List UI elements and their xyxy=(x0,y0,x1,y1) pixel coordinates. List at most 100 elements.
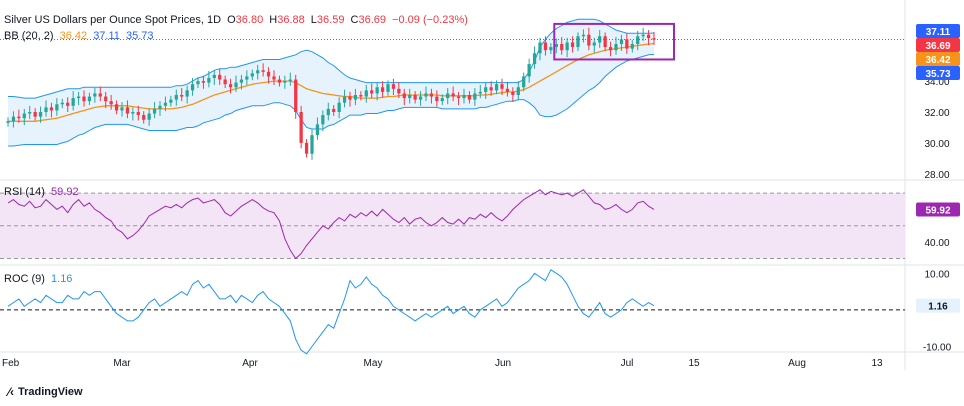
candle-body xyxy=(614,44,618,51)
candle-body xyxy=(212,74,216,78)
roc-label[interactable]: ROC (9) xyxy=(4,273,45,285)
tradingview-brand[interactable]: ⁄‹ TradingView xyxy=(8,385,83,399)
candle-body xyxy=(494,84,499,91)
bb-legend: BB (20, 2) 36.42 37.11 35.73 xyxy=(4,30,157,42)
candle-body xyxy=(125,107,130,114)
candle-body xyxy=(109,101,113,105)
time-tick-label: Aug xyxy=(788,358,806,369)
price-tick-label: 30.00 xyxy=(924,139,949,150)
candle-body xyxy=(489,87,493,91)
candle-body xyxy=(397,88,401,94)
bb-label[interactable]: BB (20, 2) xyxy=(4,30,54,42)
candle-body xyxy=(560,44,564,51)
candle-body xyxy=(190,84,195,91)
candle-body xyxy=(76,96,81,99)
candle-body xyxy=(418,96,423,100)
candle-body xyxy=(332,108,336,112)
candle-body xyxy=(538,42,542,54)
candle-body xyxy=(104,96,108,102)
candle-body xyxy=(310,135,314,154)
candle-body xyxy=(527,64,531,77)
time-tick-label: 13 xyxy=(871,358,883,369)
bb-lower-value: 35.73 xyxy=(125,30,154,42)
candle-body xyxy=(321,115,325,125)
candle-body xyxy=(484,87,488,92)
candle-body xyxy=(375,87,379,94)
price-badge-label: 35.73 xyxy=(925,69,950,80)
roc-badge xyxy=(916,298,960,313)
bb-lower-line xyxy=(8,53,655,147)
candle-body xyxy=(174,95,178,100)
candle-body xyxy=(163,102,168,106)
candle-body xyxy=(576,36,580,48)
candle-body xyxy=(158,105,162,109)
time-tick-label: Mar xyxy=(113,358,131,369)
time-tick-label: Feb xyxy=(2,358,20,369)
price-badge xyxy=(916,38,960,52)
candle-body xyxy=(337,102,341,112)
low-label: L xyxy=(310,14,317,26)
candle-body xyxy=(315,124,320,136)
candle-body xyxy=(402,93,406,99)
candle-body xyxy=(261,70,265,72)
candle-body xyxy=(180,95,184,97)
candle-body xyxy=(169,99,173,103)
bb-upper-value: 37.11 xyxy=(93,30,120,42)
candle-body xyxy=(33,112,37,117)
candle-body xyxy=(22,113,26,119)
high-label: H xyxy=(269,14,278,26)
symbol-title[interactable]: Silver US Dollars per Ounce Spot Prices,… xyxy=(4,14,222,26)
candle-body xyxy=(549,47,553,51)
candle-body xyxy=(581,34,586,37)
candle-body xyxy=(185,90,189,97)
candle-body xyxy=(201,81,206,83)
candle-body xyxy=(114,104,119,111)
candle-body xyxy=(391,84,396,89)
change-value: −0.09 (−0.23%) xyxy=(392,14,468,26)
candle-body xyxy=(71,98,75,106)
close-value: 36.69 xyxy=(358,14,386,26)
candle-body xyxy=(467,95,472,100)
candle-body xyxy=(603,36,607,48)
candle-body xyxy=(326,108,330,116)
time-tick-label: Jul xyxy=(621,358,634,369)
candle-body xyxy=(348,96,352,100)
close-label: C xyxy=(350,14,359,26)
candle-body xyxy=(429,93,434,97)
candle-body xyxy=(294,79,298,112)
candle-body xyxy=(60,102,64,105)
time-tick-label: Apr xyxy=(242,358,258,369)
candle-body xyxy=(435,96,439,102)
candle-body xyxy=(456,96,461,99)
candle-body xyxy=(636,36,640,44)
candle-body xyxy=(44,107,48,112)
price-badge-label: 37.11 xyxy=(926,27,951,38)
candle-body xyxy=(592,42,596,46)
rsi-label[interactable]: RSI (14) xyxy=(4,186,45,198)
open-label: O xyxy=(227,14,236,26)
candle-body xyxy=(17,116,21,119)
candle-body xyxy=(196,81,200,85)
candle-body xyxy=(359,95,363,97)
candle-body xyxy=(136,112,140,116)
candle-body xyxy=(147,113,151,120)
candle-body xyxy=(304,142,309,154)
candle-body xyxy=(478,91,482,94)
roc-badge-label: 1.16 xyxy=(928,302,948,313)
low-value: 36.59 xyxy=(316,14,345,26)
candle-body xyxy=(652,38,656,40)
candle-body xyxy=(500,84,504,89)
candle-body xyxy=(223,79,227,85)
candle-body xyxy=(66,102,70,106)
high-value: 36.88 xyxy=(277,14,305,26)
price-tick-label: 34.00 xyxy=(924,77,949,88)
candle-body xyxy=(277,79,282,83)
candle-body xyxy=(6,121,10,123)
candle-body xyxy=(386,84,390,92)
candle-body xyxy=(451,93,455,97)
candle-body xyxy=(218,74,222,80)
candle-body xyxy=(250,73,254,77)
candle-body xyxy=(380,87,385,92)
candle-body xyxy=(120,107,124,111)
candle-body xyxy=(505,88,510,92)
